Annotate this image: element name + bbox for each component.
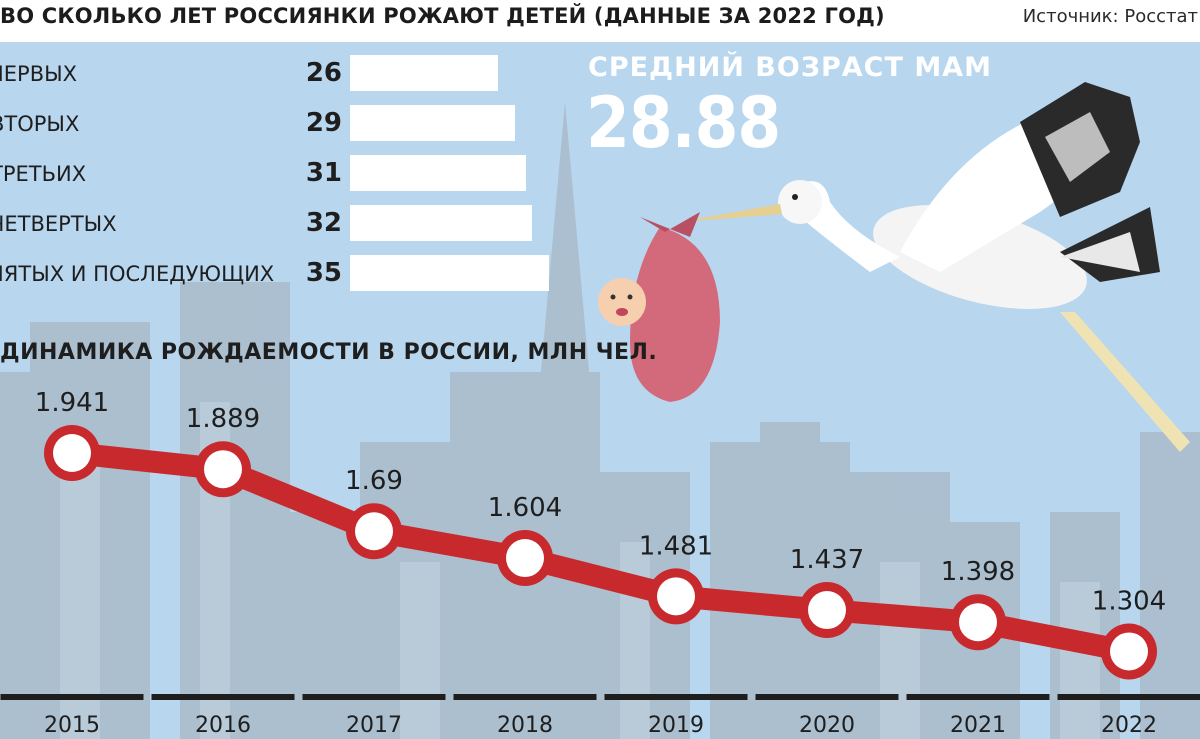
birth-rate-line-chart: 2015 2016 2017 2018 2019 2020 2021 2022 1.9411.… [0, 388, 1200, 738]
age-label: ТРЕТЬИХ [0, 162, 87, 186]
data-label: 1.941 [35, 388, 109, 418]
infographic-title: ВО СКОЛЬКО ЛЕТ РОССИЯНКИ РОЖАЮТ ДЕТЕЙ (Д… [0, 4, 885, 28]
age-label: ПЯТЫХ И ПОСЛЕДУЮЩИХ [0, 262, 275, 286]
x-axis-labels: 2015 2016 2017 2018 2019 2020 2021 2022 [44, 713, 1157, 738]
data-labels: 1.941 1.889 1.69 1.604 1.481 1.437 1.398 1.304 [35, 388, 1166, 616]
x-axis-segment [906, 694, 1050, 700]
age-label: ВТОРЫХ [0, 112, 80, 136]
x-tick-label: 2018 [497, 713, 553, 738]
age-bar [350, 55, 498, 91]
data-label: 1.481 [639, 531, 713, 561]
data-points [44, 425, 1157, 680]
data-point [657, 577, 695, 616]
data-point [506, 539, 544, 578]
data-label: 1.889 [186, 404, 260, 434]
age-bar [350, 205, 533, 241]
data-label: 1.437 [790, 545, 864, 575]
x-axis-segment [302, 694, 446, 700]
header: ВО СКОЛЬКО ЛЕТ РОССИЯНКИ РОЖАЮТ ДЕТЕЙ (Д… [0, 0, 1200, 42]
x-axis-segment [151, 694, 295, 700]
age-value: 29 [305, 108, 342, 138]
age-value: 35 [305, 258, 342, 288]
data-label: 1.604 [488, 493, 562, 523]
data-point [355, 512, 393, 551]
chart-title: ДИНАМИКА РОЖДАЕМОСТИ В РОССИИ, МЛН ЧЕЛ. [0, 340, 658, 365]
age-value: 31 [305, 158, 342, 188]
x-axis-segment [453, 694, 597, 700]
data-point [808, 591, 846, 630]
x-axis-segments [0, 694, 1200, 700]
age-bar [350, 105, 515, 141]
age-bar [350, 255, 550, 291]
age-label: ЧЕТВЕРТЫХ [0, 212, 117, 236]
average-age-value: 28.88 [586, 82, 781, 164]
age-label: ПЕРВЫХ [0, 62, 78, 86]
x-axis-segment [604, 694, 748, 700]
x-tick-label: 2015 [44, 713, 100, 738]
x-axis-segment [0, 694, 144, 700]
x-axis-segment [755, 694, 899, 700]
data-label: 1.69 [345, 466, 403, 496]
x-tick-label: 2016 [195, 713, 251, 738]
age-value: 26 [305, 58, 342, 88]
data-label: 1.304 [1092, 586, 1166, 616]
x-tick-label: 2021 [950, 713, 1006, 738]
data-point [204, 450, 242, 489]
data-point [53, 434, 91, 472]
x-tick-label: 2017 [346, 713, 402, 738]
data-label: 1.398 [941, 557, 1015, 587]
age-bar [350, 155, 527, 191]
x-tick-label: 2020 [799, 713, 855, 738]
data-point [1110, 632, 1148, 671]
average-age-label: СРЕДНИЙ ВОЗРАСТ МАМ [588, 52, 992, 83]
infographic-panel: ПЕРВЫХ 26 ВТОРЫХ 29 ТРЕТЬИХ 31 ЧЕТВЕРТЫХ… [0, 42, 1200, 739]
age-value: 32 [305, 208, 342, 238]
x-tick-label: 2019 [648, 713, 704, 738]
data-point [959, 603, 997, 642]
source-note: Источник: Росстат [1022, 6, 1198, 27]
x-axis-segment [1057, 694, 1200, 700]
x-tick-label: 2022 [1101, 713, 1157, 738]
stork-illustration [598, 82, 1190, 452]
